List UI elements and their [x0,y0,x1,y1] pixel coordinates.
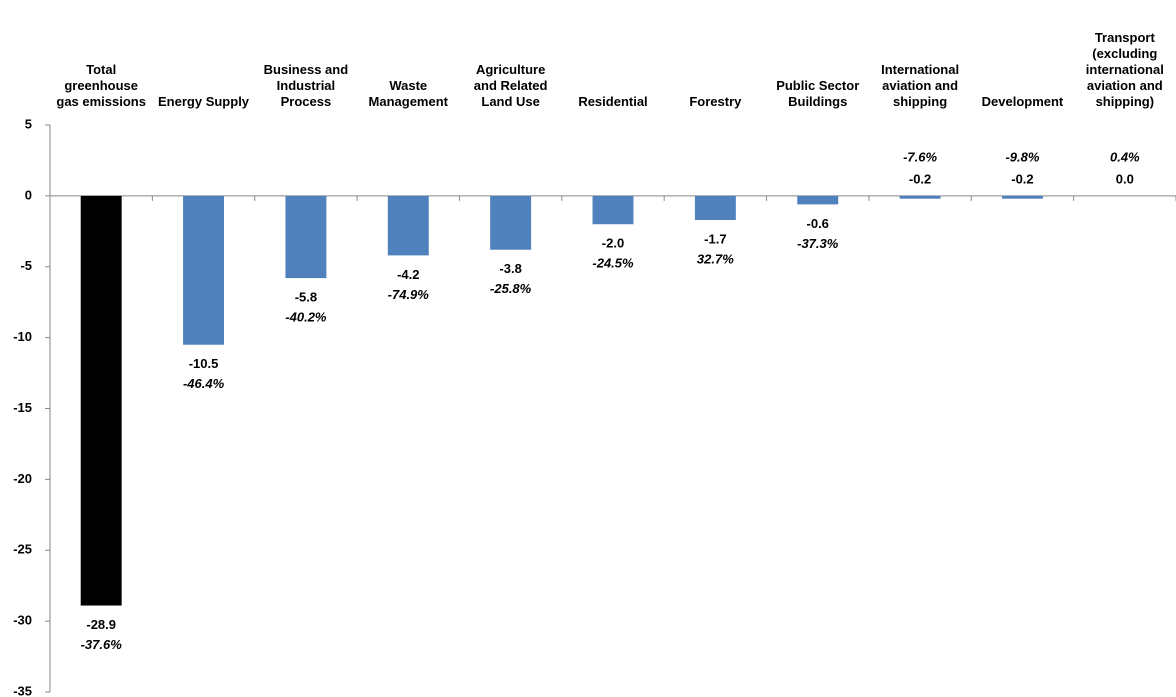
value-label: -1.7 [704,231,726,246]
bar [387,195,429,256]
x-tick-label: Energy Supply [158,94,250,109]
value-label: -5.8 [295,290,317,305]
percent-label: -24.5% [592,256,634,271]
percent-label: 32.7% [697,251,734,266]
percent-label: -37.3% [797,236,839,251]
percent-label: -40.2% [285,310,327,325]
y-tick-label: -30 [13,613,32,628]
bar [694,195,736,220]
value-label: -28.9 [86,617,116,632]
y-tick-label: -10 [13,329,32,344]
x-tick-label: International aviation and shipping [881,62,959,109]
y-tick-label: -35 [13,683,32,697]
value-label: -0.2 [909,171,931,186]
y-tick-label: -20 [13,471,32,486]
y-tick-label: -5 [20,258,32,273]
x-tick-label: Forestry [689,94,742,109]
x-tick-label: Business and Industrial Process [264,62,349,109]
percent-label: -74.9% [388,287,430,302]
x-tick-label: Residential [578,94,647,109]
percent-label: -9.8% [1005,149,1039,164]
value-label: -0.2 [1011,171,1033,186]
x-tick-label: Public Sector Buildings [776,78,859,109]
value-label: -3.8 [499,261,521,276]
y-tick-label: -25 [13,542,32,557]
y-tick-label: 5 [25,116,32,131]
value-label: -10.5 [189,356,219,371]
x-tick-label: Agriculture and Related Land Use [474,62,548,109]
y-tick-label: -15 [13,400,32,415]
percent-label: -25.8% [490,281,532,296]
bar [592,195,634,225]
x-tick-label: Transport (excluding international aviation… [1086,30,1164,109]
percent-label: -37.6% [81,637,123,652]
bar [183,195,225,345]
bar [80,195,122,606]
bar [797,195,839,205]
bar [285,195,327,279]
x-tick-label: Total greenhouse gas emissions [56,62,146,109]
bar [490,195,532,250]
bar [1001,195,1043,199]
percent-label: 0.4% [1110,149,1140,164]
value-label: -2.0 [602,236,624,251]
bar [899,195,941,199]
value-label: -4.2 [397,267,419,282]
y-tick-label: 0 [25,187,32,202]
x-tick-label: Development [982,94,1064,109]
x-tick-label: Waste Management [369,78,449,109]
value-label: -0.6 [807,216,829,231]
value-label: 0.0 [1116,171,1134,186]
percent-label: -7.6% [903,149,937,164]
percent-label: -46.4% [183,376,225,391]
